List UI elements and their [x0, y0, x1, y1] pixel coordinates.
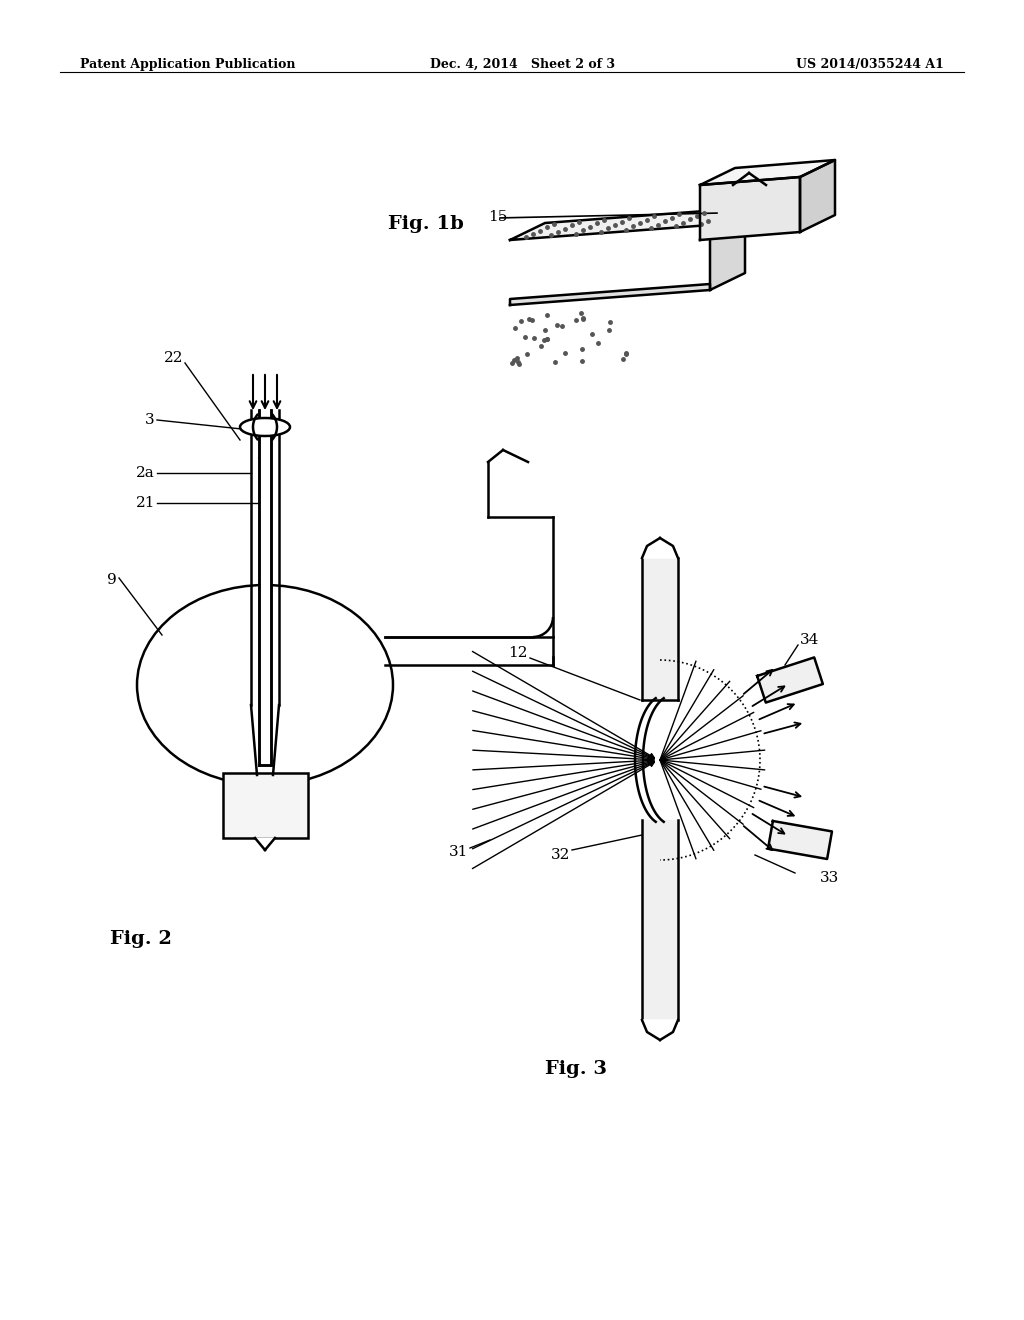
Polygon shape	[700, 160, 835, 185]
Polygon shape	[642, 820, 678, 1020]
Text: 15: 15	[488, 210, 507, 224]
Text: Fig. 1b: Fig. 1b	[388, 215, 464, 234]
Text: Fig. 3: Fig. 3	[545, 1060, 607, 1078]
Text: 32: 32	[551, 847, 570, 862]
Polygon shape	[768, 821, 831, 859]
Text: 22: 22	[164, 351, 183, 366]
Text: 34: 34	[800, 634, 819, 647]
Text: 12: 12	[509, 645, 528, 660]
Text: Fig. 2: Fig. 2	[110, 931, 172, 948]
Text: 31: 31	[449, 845, 468, 859]
Polygon shape	[757, 657, 823, 702]
Text: US 2014/0355244 A1: US 2014/0355244 A1	[796, 58, 944, 71]
Polygon shape	[510, 284, 710, 305]
Text: 3: 3	[145, 413, 155, 426]
Text: Dec. 4, 2014   Sheet 2 of 3: Dec. 4, 2014 Sheet 2 of 3	[430, 58, 615, 71]
Polygon shape	[710, 209, 745, 290]
Bar	[223, 774, 308, 838]
Polygon shape	[642, 539, 678, 558]
Polygon shape	[800, 160, 835, 232]
Text: Patent Application Publication: Patent Application Publication	[80, 58, 296, 71]
Text: 9: 9	[108, 573, 117, 587]
Polygon shape	[259, 411, 271, 766]
Text: 2a: 2a	[136, 466, 155, 480]
Ellipse shape	[240, 418, 290, 436]
Polygon shape	[700, 177, 800, 240]
Polygon shape	[642, 1020, 678, 1040]
Polygon shape	[510, 209, 745, 240]
Text: 33: 33	[820, 871, 840, 884]
Polygon shape	[255, 838, 275, 850]
Text: 21: 21	[135, 496, 155, 510]
Polygon shape	[642, 558, 678, 700]
